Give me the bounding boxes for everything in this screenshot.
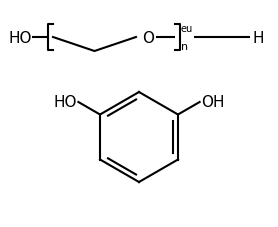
Text: H: H <box>252 30 264 45</box>
Text: HO: HO <box>8 30 32 45</box>
Text: eu: eu <box>181 24 193 34</box>
Text: OH: OH <box>201 94 224 109</box>
Text: O: O <box>142 30 154 45</box>
Text: n: n <box>181 42 188 52</box>
Text: HO: HO <box>54 94 77 109</box>
